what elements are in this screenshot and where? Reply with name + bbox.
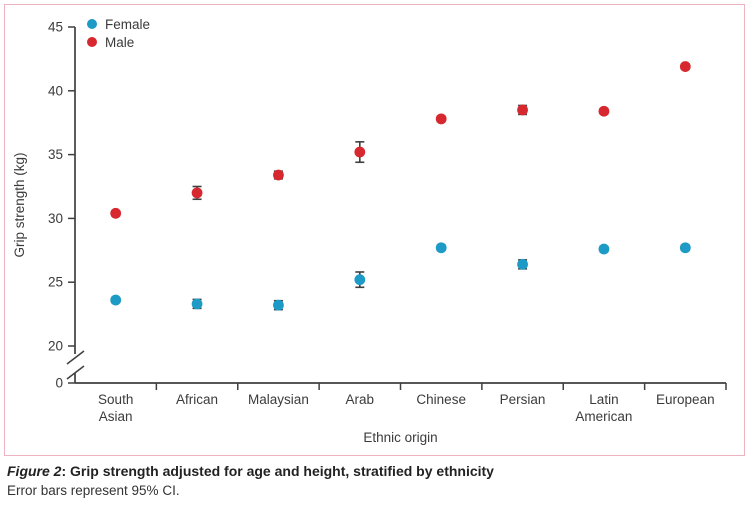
x-tick-label-chinese: Chinese: [416, 392, 466, 407]
legend-label-male: Male: [105, 34, 135, 50]
point-female-south-asian: [110, 294, 122, 306]
figure-caption-title-line: Figure 2: Grip strength adjusted for age…: [7, 461, 737, 481]
legend-dot-female: [87, 19, 97, 29]
y-tick-label-30: 30: [48, 211, 63, 226]
point-female-malaysian: [273, 299, 284, 311]
point-female-latin-american: [598, 243, 610, 255]
chart-legend: Female Male: [87, 15, 150, 51]
y-tick-label-35: 35: [48, 147, 63, 162]
point-male-arab: [354, 146, 366, 158]
figure-caption-text: Grip strength adjusted for age and heigh…: [70, 463, 494, 479]
x-tick-label-arab: Arab: [346, 392, 375, 407]
figure-caption-note: Error bars represent 95% CI.: [7, 483, 180, 498]
x-tick-label-south-asian: South: [98, 392, 133, 407]
x-tick-label-european: European: [656, 392, 715, 407]
legend-dot-male: [87, 37, 97, 47]
x-tick-label-african: African: [176, 392, 218, 407]
point-male-latin-american: [598, 105, 610, 117]
x-tick-label-malaysian: Malaysian: [248, 392, 309, 407]
y-tick-label-0: 0: [55, 376, 63, 391]
point-female-african: [191, 298, 203, 310]
figure-caption: Figure 2: Grip strength adjusted for age…: [7, 461, 737, 500]
point-male-chinese: [435, 113, 447, 125]
chart-panel: 0 20 25 30 35 40 45 South Asian African Malaysian A…: [4, 4, 745, 456]
point-male-malaysian: [273, 169, 284, 181]
y-tick-label-20: 20: [48, 339, 63, 354]
point-male-persian: [517, 104, 528, 116]
y-tick-label-45: 45: [48, 20, 63, 35]
axis-break-slash: [66, 350, 85, 365]
point-female-european: [679, 242, 691, 254]
x-tick-label-latin-american: Latin: [589, 392, 618, 407]
figure-caption-label: Figure 2: [7, 463, 62, 479]
figure-caption-separator: :: [61, 463, 71, 479]
legend-item-male: Male: [87, 33, 150, 51]
point-male-african: [191, 187, 203, 199]
y-axis-title: Grip strength (kg): [12, 152, 27, 257]
y-tick-label-25: 25: [48, 275, 63, 290]
point-male-european: [679, 61, 691, 72]
x-tick-label-south-asian: Asian: [99, 409, 133, 424]
point-female-arab: [354, 274, 366, 286]
point-male-south-asian: [110, 207, 122, 219]
legend-item-female: Female: [87, 15, 150, 33]
x-axis-title: Ethnic origin: [363, 430, 437, 445]
x-tick-label-persian: Persian: [500, 392, 546, 407]
grip-strength-chart: 0 20 25 30 35 40 45 South Asian African Malaysian A…: [12, 20, 727, 445]
legend-label-female: Female: [105, 16, 151, 32]
axis-break-slash: [66, 365, 85, 380]
y-tick-label-40: 40: [48, 83, 63, 98]
x-tick-label-latin-american: American: [575, 409, 632, 424]
point-female-persian: [517, 258, 528, 270]
point-female-chinese: [435, 242, 447, 254]
